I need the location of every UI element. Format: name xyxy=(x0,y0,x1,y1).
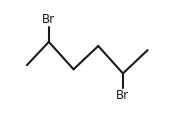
Text: Br: Br xyxy=(42,13,55,26)
Text: Br: Br xyxy=(116,89,129,102)
